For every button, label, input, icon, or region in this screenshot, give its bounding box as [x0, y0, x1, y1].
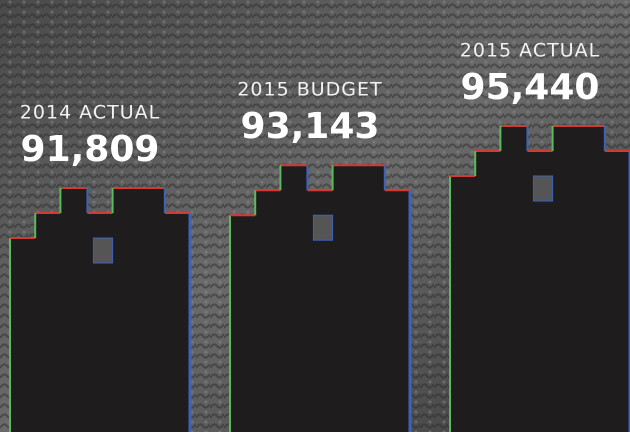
- value-label: 91,809: [21, 129, 160, 170]
- bar-notch: [533, 176, 552, 201]
- page: {"chart_data": {"type": "bar", "categori…: [0, 0, 630, 432]
- chart: 2014 ACTUAL 91,809 2015 BUDGET 93,143 2015 A…: [0, 0, 630, 432]
- bar: [230, 165, 410, 432]
- category-label: 2014 ACTUAL: [20, 102, 160, 124]
- bar-notch: [313, 215, 332, 240]
- value-label: 93,143: [241, 106, 380, 147]
- category-label: 2015 ACTUAL: [460, 40, 600, 62]
- bar: [450, 126, 630, 432]
- bar-notch: [93, 238, 112, 263]
- bar: [10, 188, 190, 432]
- value-label: 95,440: [461, 67, 600, 108]
- category-label: 2015 BUDGET: [237, 79, 382, 101]
